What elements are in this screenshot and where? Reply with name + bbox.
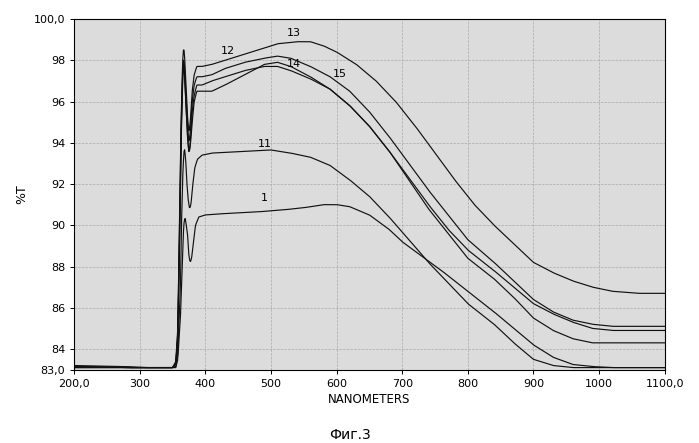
Text: 12: 12 bbox=[222, 46, 236, 56]
Text: 14: 14 bbox=[287, 58, 301, 69]
Text: Фиг.3: Фиг.3 bbox=[329, 427, 370, 442]
Text: 13: 13 bbox=[287, 27, 301, 38]
Text: 1: 1 bbox=[261, 193, 268, 202]
Text: 11: 11 bbox=[257, 139, 271, 149]
Y-axis label: %T: %T bbox=[15, 184, 28, 204]
X-axis label: NANOMETERS: NANOMETERS bbox=[329, 393, 410, 406]
Text: 15: 15 bbox=[333, 69, 347, 79]
